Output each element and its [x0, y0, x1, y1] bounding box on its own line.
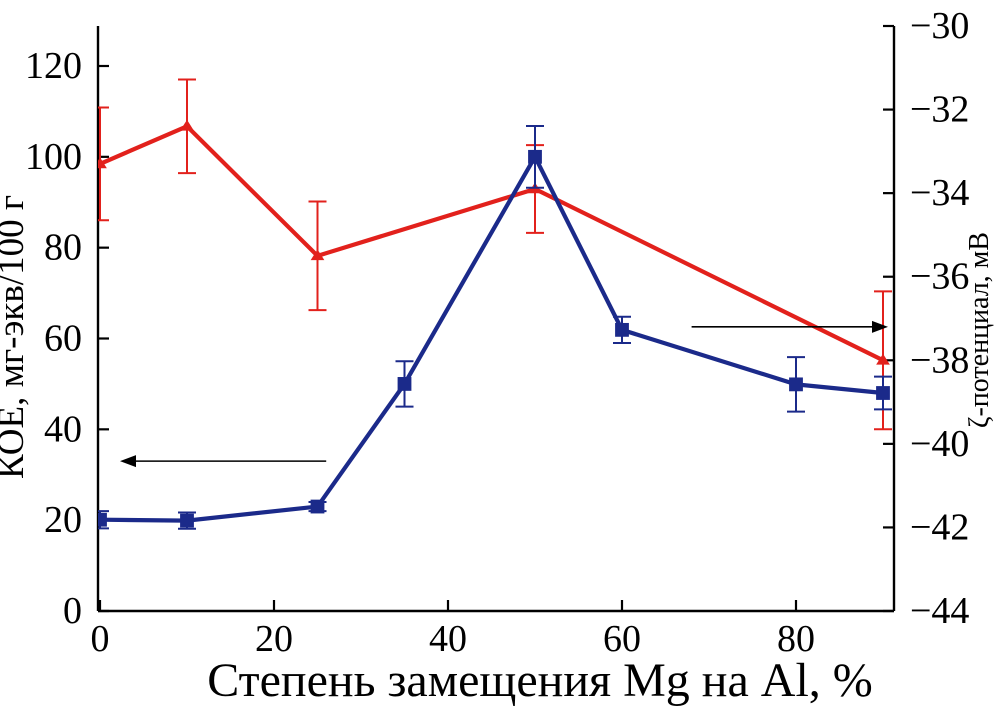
- svg-text:−40: −40: [910, 423, 969, 465]
- svg-text:−38: −38: [910, 339, 969, 381]
- svg-text:КОЕ, мг-экв/100 г: КОЕ, мг-экв/100 г: [0, 195, 32, 479]
- svg-text:−42: −42: [910, 506, 969, 548]
- svg-text:60: 60: [44, 318, 82, 360]
- svg-text:−34: −34: [910, 172, 969, 214]
- svg-text:40: 40: [44, 408, 82, 450]
- svg-text:0: 0: [63, 590, 82, 632]
- svg-text:−30: −30: [910, 5, 969, 47]
- svg-text:ζ-потенциал, мВ: ζ-потенциал, мВ: [964, 232, 995, 428]
- svg-text:100: 100: [25, 136, 82, 178]
- svg-text:20: 20: [44, 499, 82, 541]
- svg-text:80: 80: [44, 227, 82, 269]
- svg-text:120: 120: [25, 45, 82, 87]
- svg-text:Степень замещения Mg на Al, %: Степень замещения Mg на Al, %: [207, 654, 873, 707]
- svg-text:0: 0: [91, 618, 110, 660]
- svg-text:−36: −36: [910, 256, 969, 298]
- svg-text:−44: −44: [910, 590, 969, 632]
- svg-text:−32: −32: [910, 89, 969, 131]
